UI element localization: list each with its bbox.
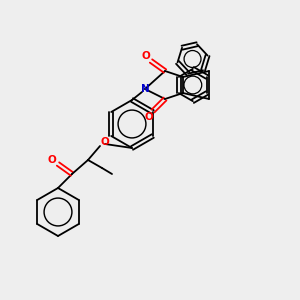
Text: O: O bbox=[48, 155, 56, 165]
Text: N: N bbox=[141, 84, 149, 94]
Text: O: O bbox=[142, 51, 150, 61]
Text: O: O bbox=[145, 112, 153, 122]
Text: O: O bbox=[100, 137, 109, 147]
